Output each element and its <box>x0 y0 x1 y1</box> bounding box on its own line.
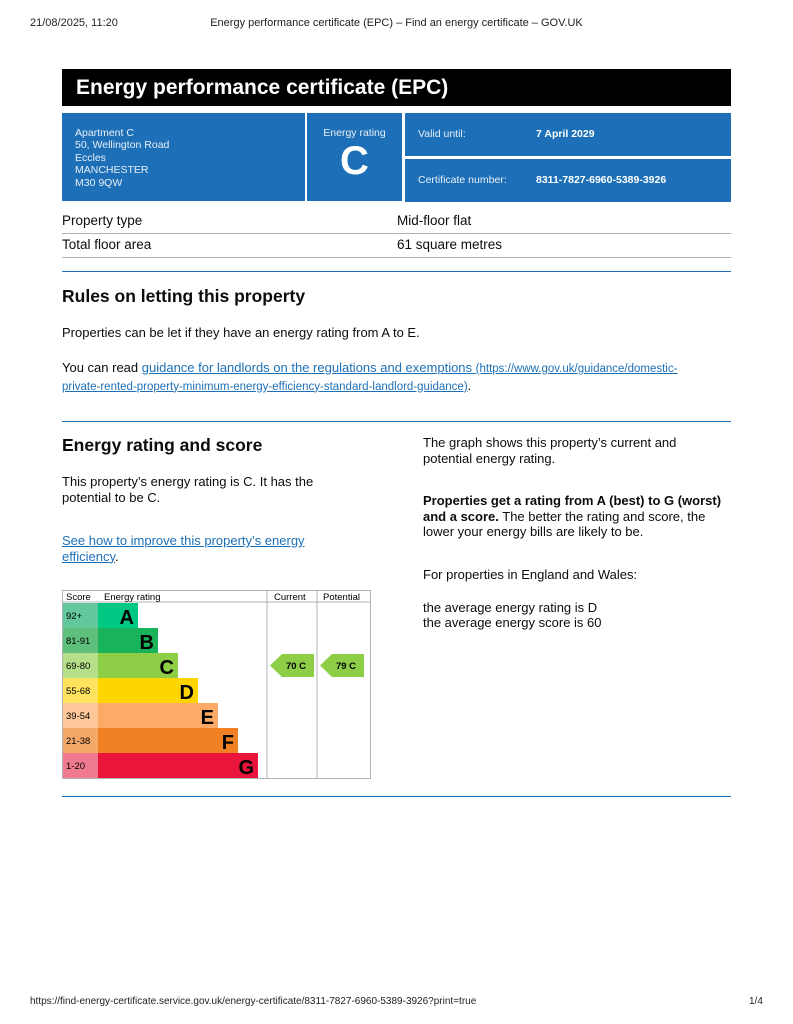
improve-link[interactable]: See how to improve this property’s energ… <box>62 533 305 564</box>
potential-label: 79 C <box>336 661 356 672</box>
text: . <box>467 377 472 393</box>
certificate-number: Certificate number: 8311-7827-6960-5389-… <box>405 159 731 202</box>
energy-heading: Energy rating and score <box>62 435 263 455</box>
print-page-title: Energy performance certificate (EPC) – F… <box>210 17 583 29</box>
score-cell-F <box>63 728 98 753</box>
rating-letter-B: B <box>140 632 154 654</box>
valid-until-value: 7 April 2029 <box>536 128 595 140</box>
certificate-number-label: Certificate number: <box>418 174 507 186</box>
divider <box>62 421 731 422</box>
chart-border <box>62 590 371 779</box>
rating-bar-B <box>98 628 158 653</box>
rating-letter-G: G <box>238 757 254 779</box>
score-label-D: 55-68 <box>66 686 90 697</box>
column-header-score: Score <box>66 592 91 603</box>
score-label-F: 21-38 <box>66 736 90 747</box>
row-label: Total floor area <box>62 237 152 252</box>
letting-text: Properties can be let if they have an en… <box>62 325 420 340</box>
rating-bar-A <box>98 603 138 628</box>
print-url: https://find-energy-certificate.service.… <box>30 996 477 1007</box>
floor-area-row: Total floor area 61 square metres <box>62 233 731 258</box>
rating-letter-F: F <box>222 732 234 754</box>
current-label: 70 C <box>286 661 306 672</box>
energy-rating-label: Energy rating <box>323 127 386 139</box>
address-line: Apartment C <box>75 127 134 139</box>
average-score: the average energy score is 60 <box>423 615 602 630</box>
score-label-G: 1-20 <box>66 761 85 772</box>
energy-rating-value: C <box>340 139 369 183</box>
score-cell-D <box>63 678 98 703</box>
score-label-E: 39-54 <box>66 711 90 722</box>
score-cell-G <box>63 753 98 778</box>
letting-heading: Rules on letting this property <box>62 286 306 306</box>
print-page-count: 1/4 <box>749 996 763 1007</box>
page-title: Energy performance certificate (EPC) <box>62 69 731 106</box>
rating-bar-F <box>98 728 238 753</box>
energy-rating-chart: Score Energy rating Current Potential 92+ A 81… <box>62 590 371 779</box>
energy-text: This property’s energy rating is C. It h… <box>62 474 314 505</box>
column-header-energy-rating: Energy rating <box>104 592 161 603</box>
rating-letter-A: A <box>120 607 134 629</box>
score-cell-C <box>63 653 98 678</box>
guidance-link[interactable]: guidance for landlords on the regulation… <box>62 360 678 393</box>
score-cell-A <box>63 603 98 628</box>
rating-letter-D: D <box>180 682 194 704</box>
average-rating: the average energy rating is D <box>423 600 598 615</box>
address-line: Eccles <box>75 151 106 164</box>
rating-bar-D <box>98 678 198 703</box>
address-line: 50, Wellington Road <box>75 139 170 152</box>
score-label-A: 92+ <box>66 611 83 622</box>
column-header-potential: Potential <box>323 592 360 603</box>
energy-rating-box: Energy rating C <box>307 113 402 201</box>
potential-arrow <box>320 654 364 677</box>
valid-until-label: Valid until: <box>418 128 466 140</box>
row-value: Mid-floor flat <box>397 213 472 228</box>
score-label-C: 69-80 <box>66 661 90 672</box>
score-cell-B <box>63 628 98 653</box>
address-block: Apartment C 50, Wellington Road Eccles M… <box>62 113 305 201</box>
rating-explanation: Properties get a rating from A (best) to… <box>423 493 722 539</box>
rating-bar-C <box>98 653 178 678</box>
column-header-current: Current <box>274 592 306 603</box>
current-arrow <box>270 654 314 677</box>
rating-letter-E: E <box>201 707 214 729</box>
rating-bar-G <box>98 753 258 778</box>
address-line: M30 9QW <box>75 176 123 189</box>
england-wales-text: For properties in England and Wales: <box>423 567 638 582</box>
print-datetime: 21/08/2025, 11:20 <box>30 17 118 29</box>
divider <box>62 271 731 272</box>
rating-bar-E <box>98 703 218 728</box>
rating-letter-C: C <box>160 657 174 679</box>
graph-description: The graph shows this property’s current … <box>423 435 677 466</box>
text: You can read <box>62 360 142 375</box>
divider <box>62 796 731 797</box>
certificate-number-value: 8311-7827-6960-5389-3926 <box>536 174 667 186</box>
row-value: 61 square metres <box>397 237 503 252</box>
text: . <box>115 548 119 564</box>
improve-paragraph: See how to improve this property’s energ… <box>62 533 332 564</box>
property-type-row: Property type Mid-floor flat <box>62 209 731 234</box>
row-label: Property type <box>62 213 143 228</box>
score-cell-E <box>63 703 98 728</box>
score-label-B: 81-91 <box>66 636 90 647</box>
letting-guidance: You can read guidance for landlords on t… <box>62 360 722 395</box>
address-line: MANCHESTER <box>75 164 149 177</box>
valid-until: Valid until: 7 April 2029 <box>405 113 731 156</box>
